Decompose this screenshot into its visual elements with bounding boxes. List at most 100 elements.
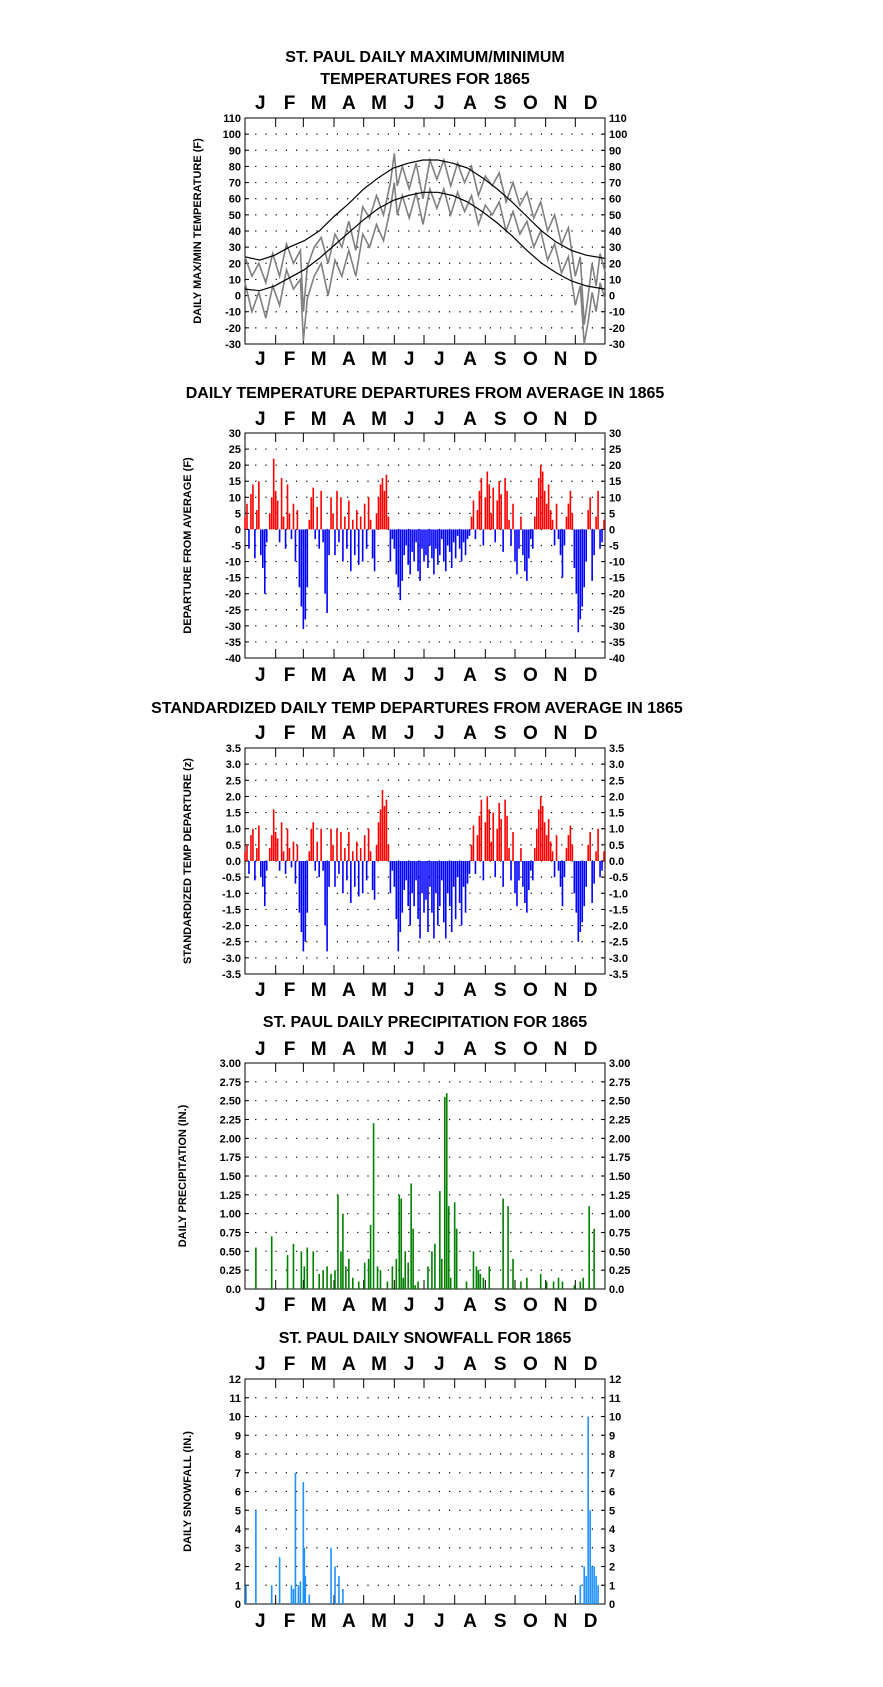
y-tick-label-left: 30 bbox=[229, 242, 241, 254]
y-tick-label-left: 10 bbox=[229, 274, 241, 286]
y-tick-label-right: 1.00 bbox=[609, 1209, 630, 1221]
y-tick-label-right: 0.0 bbox=[609, 856, 624, 868]
month-label-top: J bbox=[255, 1039, 266, 1060]
month-label-bottom: D bbox=[584, 349, 598, 370]
y-tick-label-right: 80 bbox=[609, 161, 621, 173]
y-tick-label-left: 12 bbox=[229, 1374, 241, 1386]
y-tick-label-right: 0.75 bbox=[609, 1228, 630, 1240]
y-tick-label-left: -30 bbox=[225, 621, 241, 633]
month-label-bottom: J bbox=[255, 349, 266, 370]
month-label-bottom: S bbox=[494, 980, 507, 1001]
y-tick-label-left: 11 bbox=[229, 1393, 241, 1405]
y-tick-label-right: 0 bbox=[609, 1599, 615, 1611]
month-label-top: A bbox=[342, 1354, 356, 1375]
month-label-top: A bbox=[342, 93, 356, 114]
chart-precip: ST. PAUL DAILY PRECIPITATION FOR 1865JJF… bbox=[177, 1014, 630, 1316]
month-label-bottom: D bbox=[584, 980, 598, 1001]
month-label-top: S bbox=[494, 93, 507, 114]
month-label-bottom: N bbox=[554, 349, 568, 370]
y-tick-label-right: -10 bbox=[609, 557, 625, 569]
y-tick-label-right: -3.5 bbox=[609, 969, 628, 981]
y-tick-label-left: 60 bbox=[229, 194, 241, 206]
y-tick-label-right: 2 bbox=[609, 1562, 615, 1574]
y-tick-label-left: 90 bbox=[229, 145, 241, 157]
y-tick-label-left: 2.5 bbox=[226, 775, 241, 787]
month-label-top: F bbox=[284, 1039, 296, 1060]
month-label-bottom: M bbox=[311, 980, 327, 1001]
y-tick-label-right: 5 bbox=[609, 1505, 615, 1517]
series-line-0 bbox=[244, 153, 606, 325]
y-tick-label-right: 0.25 bbox=[609, 1265, 630, 1277]
month-label-top: F bbox=[284, 409, 296, 430]
y-tick-label-left: 20 bbox=[229, 460, 241, 472]
month-label-top: O bbox=[523, 409, 538, 430]
month-label-bottom: S bbox=[494, 1611, 507, 1632]
y-tick-label-left: 0.25 bbox=[220, 1265, 241, 1277]
month-label-top: J bbox=[255, 1354, 266, 1375]
y-tick-label-right: 0.5 bbox=[609, 840, 624, 852]
chart-temps: ST. PAUL DAILY MAXIMUM/MINIMUM TEMPERATUR… bbox=[192, 49, 627, 370]
y-tick-label-left: -10 bbox=[225, 557, 241, 569]
month-label-bottom: J bbox=[255, 1611, 266, 1632]
month-label-top: F bbox=[284, 1354, 296, 1375]
y-axis-label: STANDARDIZED TEMP DEPARTURE (z) bbox=[182, 758, 194, 964]
y-tick-label-right: 10 bbox=[609, 274, 621, 286]
y-tick-label-right: 30 bbox=[609, 428, 621, 440]
month-label-bottom: N bbox=[554, 980, 568, 1001]
y-tick-label-right: -30 bbox=[609, 621, 625, 633]
month-label-bottom: A bbox=[342, 1611, 356, 1632]
y-tick-label-left: -25 bbox=[225, 605, 241, 617]
y-tick-label-right: -5 bbox=[609, 541, 619, 553]
month-label-top: M bbox=[311, 409, 327, 430]
y-tick-label-left: -0.5 bbox=[222, 872, 241, 884]
month-label-top: J bbox=[255, 93, 266, 114]
month-label-top: J bbox=[434, 1039, 445, 1060]
month-label-top: S bbox=[494, 723, 507, 744]
y-tick-label-left: 30 bbox=[229, 428, 241, 440]
month-label-top: D bbox=[584, 409, 598, 430]
month-label-top: A bbox=[463, 1354, 477, 1375]
month-label-top: J bbox=[404, 93, 415, 114]
y-tick-label-left: 6 bbox=[235, 1487, 241, 1499]
y-tick-label-left: 2.00 bbox=[220, 1133, 241, 1145]
y-tick-label-left: -10 bbox=[225, 307, 241, 319]
month-label-bottom: F bbox=[284, 1295, 296, 1316]
y-tick-label-right: 6 bbox=[609, 1487, 615, 1499]
month-label-top: D bbox=[584, 723, 598, 744]
month-label-bottom: O bbox=[523, 665, 538, 686]
y-tick-label-left: 2 bbox=[235, 1562, 241, 1574]
month-label-top: M bbox=[311, 1354, 327, 1375]
month-label-top: A bbox=[463, 93, 477, 114]
y-tick-label-right: 9 bbox=[609, 1430, 615, 1442]
month-label-bottom: S bbox=[494, 1295, 507, 1316]
month-label-top: A bbox=[342, 1039, 356, 1060]
y-tick-label-right: -3.0 bbox=[609, 953, 628, 965]
month-label-bottom: J bbox=[404, 349, 415, 370]
series-line-2 bbox=[244, 159, 606, 261]
month-label-top: N bbox=[554, 409, 568, 430]
month-label-bottom: F bbox=[284, 349, 296, 370]
y-tick-label-left: -3.0 bbox=[222, 953, 241, 965]
y-tick-label-left: 1 bbox=[235, 1580, 241, 1592]
y-tick-label-right: 2.5 bbox=[609, 775, 624, 787]
month-label-top: M bbox=[311, 93, 327, 114]
month-label-top: S bbox=[494, 409, 507, 430]
y-axis-label: DEPARTURE FROM AVERAGE (F) bbox=[182, 457, 194, 634]
y-tick-label-right: 40 bbox=[609, 226, 621, 238]
y-tick-label-left: -30 bbox=[225, 339, 241, 351]
month-label-bottom: O bbox=[523, 349, 538, 370]
y-axis-label: DAILY SNOWFALL (IN.) bbox=[182, 1431, 194, 1552]
y-tick-label-right: 1.75 bbox=[609, 1152, 630, 1164]
y-tick-label-left: -20 bbox=[225, 323, 241, 335]
month-label-top: J bbox=[404, 1354, 415, 1375]
month-label-bottom: J bbox=[255, 980, 266, 1001]
month-label-bottom: A bbox=[463, 665, 477, 686]
month-label-top: O bbox=[523, 1039, 538, 1060]
month-label-top: N bbox=[554, 1354, 568, 1375]
y-tick-label-left: 7 bbox=[235, 1468, 241, 1480]
y-tick-label-left: 1.75 bbox=[220, 1152, 241, 1164]
y-tick-label-right: 3.0 bbox=[609, 759, 624, 771]
y-tick-label-left: 4 bbox=[235, 1524, 242, 1536]
y-tick-label-left: 40 bbox=[229, 226, 241, 238]
y-tick-label-right: 2.00 bbox=[609, 1133, 630, 1145]
